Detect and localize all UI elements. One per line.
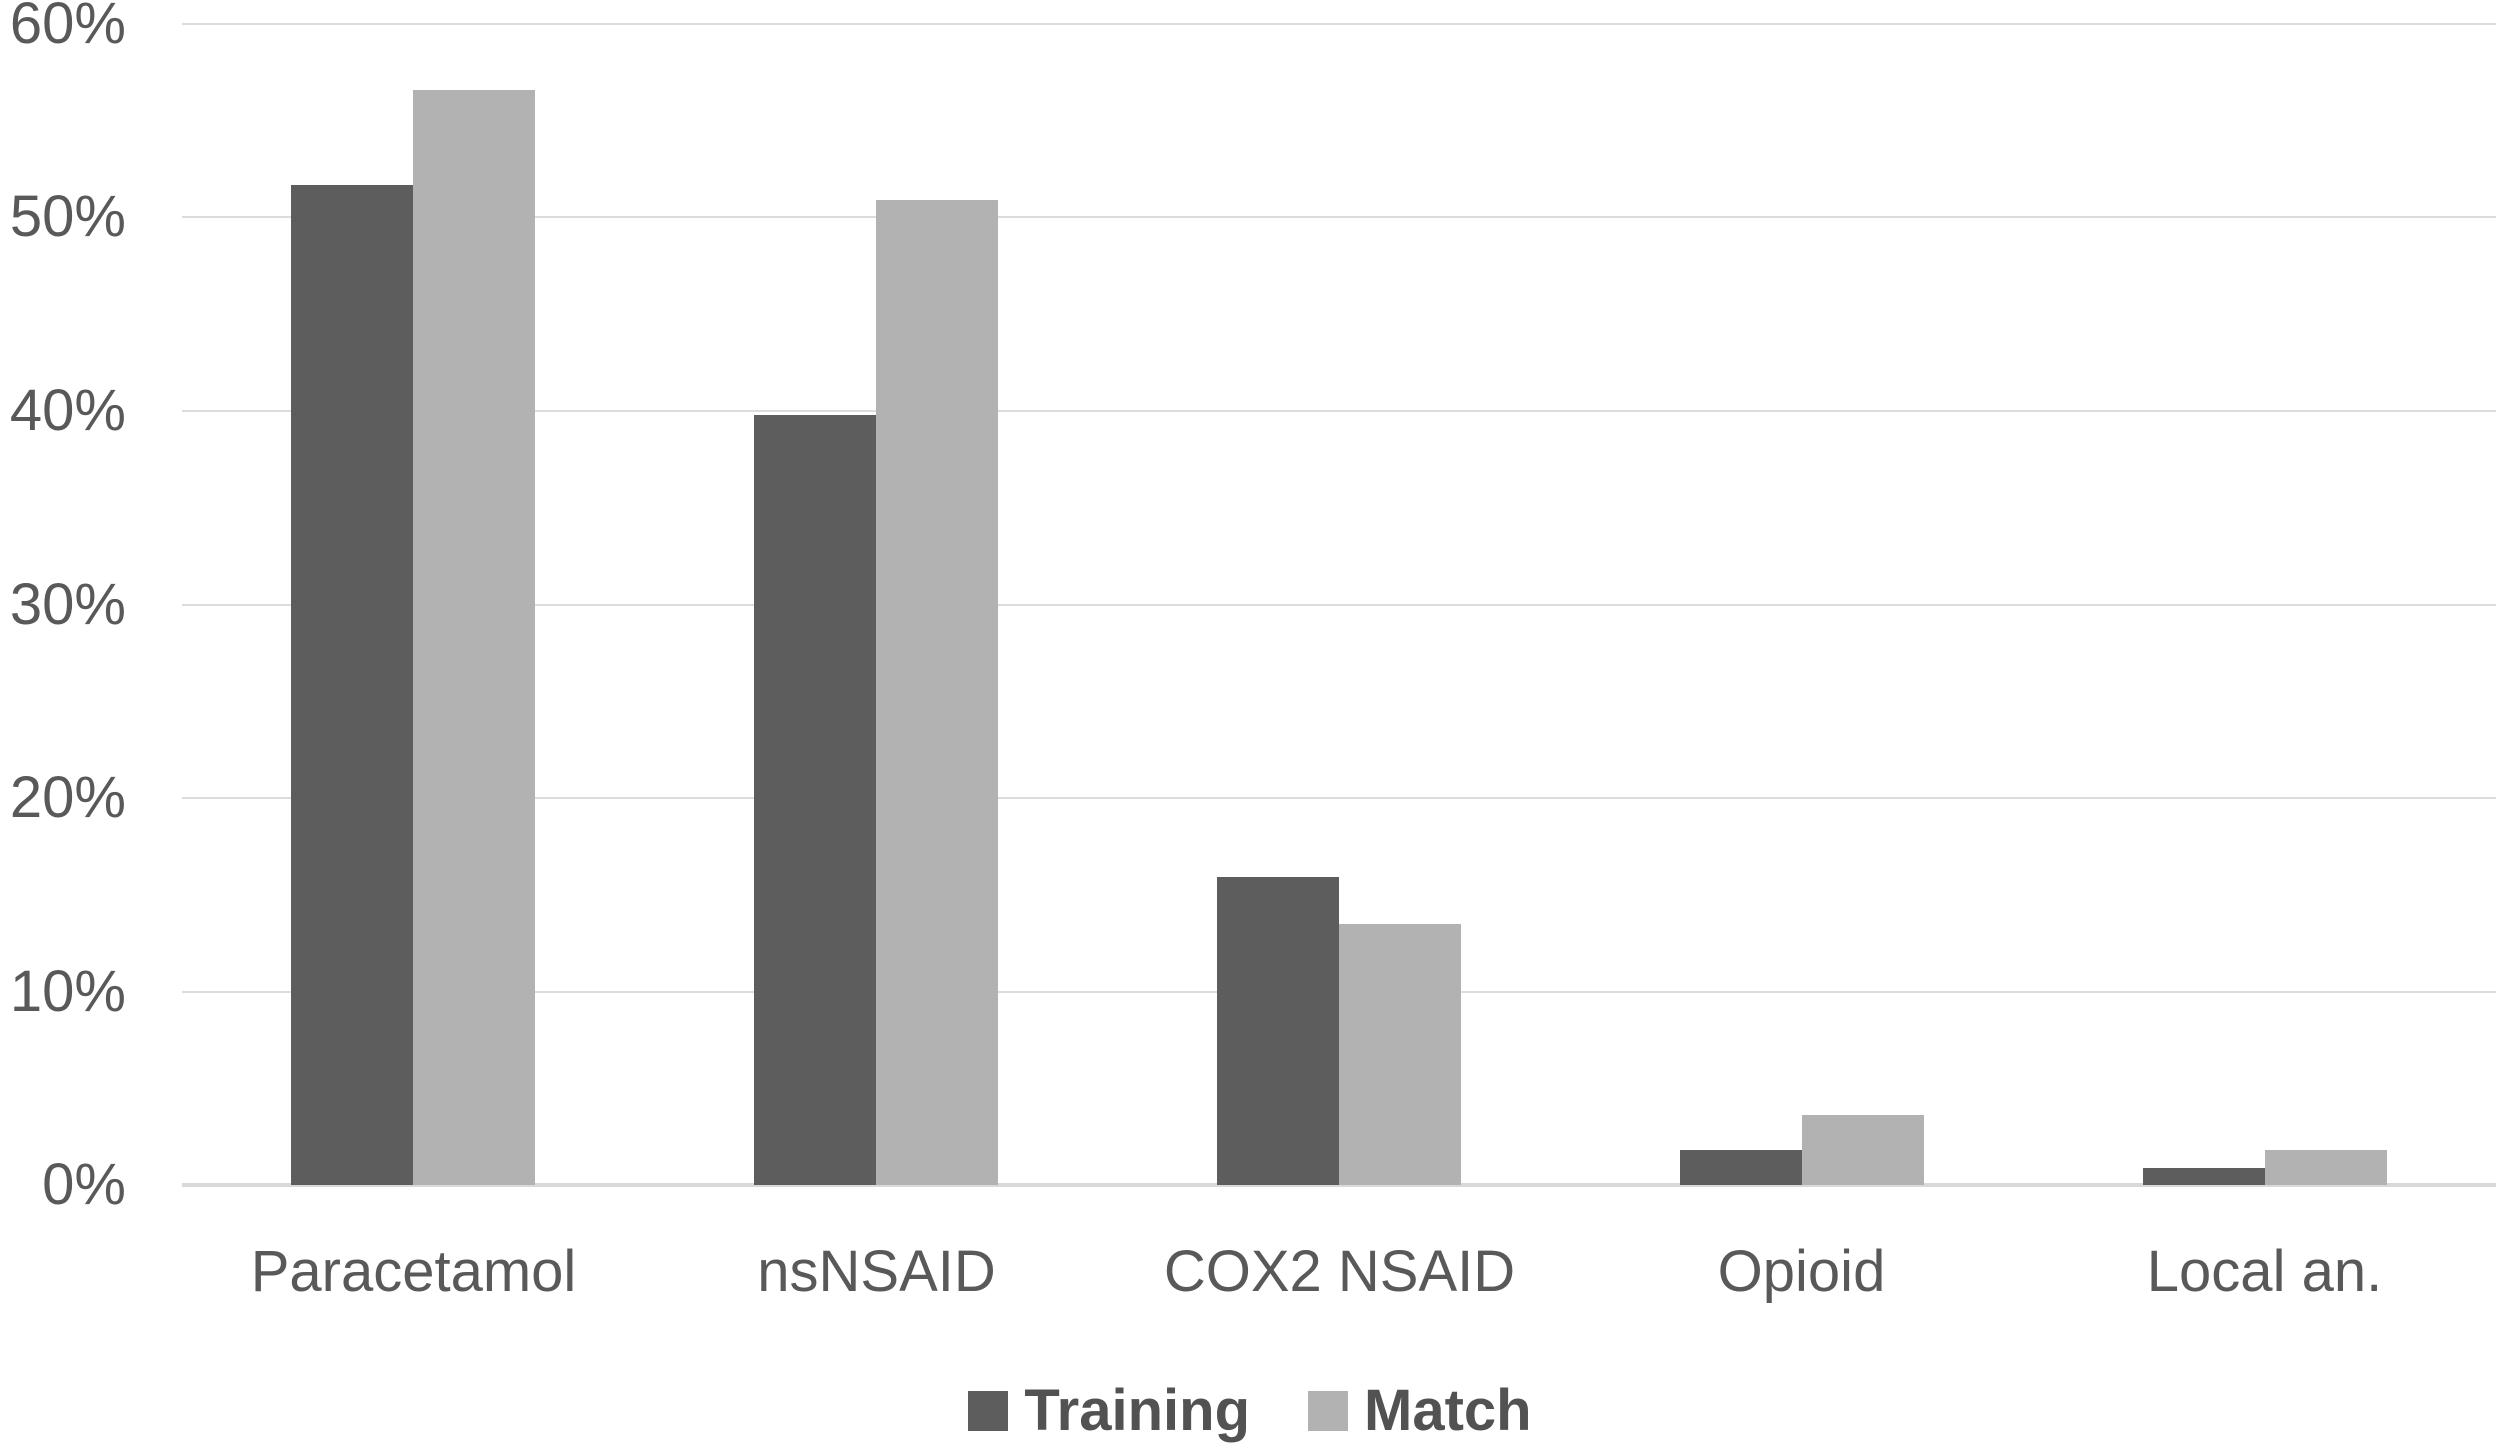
x-axis-category-label: Opioid	[1717, 1239, 1886, 1304]
chart-legend: Training Match	[0, 1382, 2500, 1440]
x-axis-category-label: Paracetamol	[250, 1239, 577, 1304]
legend-item-training: Training	[968, 1382, 1250, 1440]
legend-label-match: Match	[1364, 1378, 1532, 1443]
bar-training-cox2-nsaid	[1217, 877, 1339, 1185]
gridline	[182, 410, 2496, 412]
match-series-swatch-icon	[1308, 1391, 1348, 1431]
y-axis-tick-label: 60%	[9, 0, 126, 56]
bar-training-nsnsaid	[754, 415, 876, 1185]
bar-match-opioid	[1802, 1115, 1924, 1185]
bar-training-local-an	[2143, 1168, 2265, 1185]
y-axis-tick-label: 30%	[9, 572, 126, 637]
bar-match-local-an	[2265, 1150, 2387, 1185]
gridline	[182, 23, 2496, 25]
y-axis-tick-label: 50%	[9, 184, 126, 249]
bar-training-paracetamol	[291, 185, 413, 1185]
legend-item-match: Match	[1308, 1382, 1532, 1440]
gridline	[182, 797, 2496, 799]
legend-label-training: Training	[1024, 1378, 1250, 1443]
x-axis-line	[182, 1183, 2496, 1187]
bar-match-nsnsaid	[876, 200, 998, 1185]
y-axis-tick-label: 40%	[9, 378, 126, 443]
x-axis-category-label: Local an.	[2146, 1239, 2383, 1304]
training-series-swatch-icon	[968, 1391, 1009, 1431]
y-axis-tick-label: 20%	[9, 765, 126, 830]
bar-match-paracetamol	[413, 90, 535, 1185]
gridline	[182, 216, 2496, 218]
y-axis-tick-label: 0%	[42, 1152, 126, 1217]
bar-training-opioid	[1680, 1150, 1802, 1185]
gridline	[182, 604, 2496, 606]
x-axis-category-label: nsNSAID	[757, 1239, 996, 1304]
x-axis-category-label: COX2 NSAID	[1163, 1239, 1516, 1304]
y-axis-tick-label: 10%	[9, 959, 126, 1024]
bar-match-cox2-nsaid	[1339, 924, 1461, 1185]
